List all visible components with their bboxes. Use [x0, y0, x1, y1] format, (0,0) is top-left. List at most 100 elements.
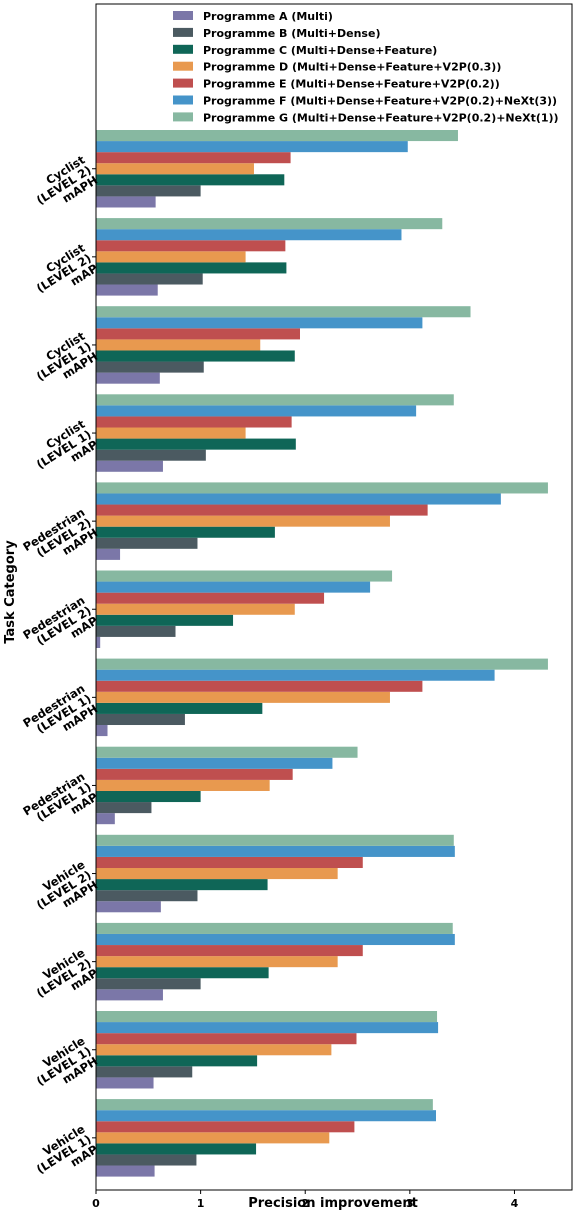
legend: Programme A (Multi) Programme B (Multi+De…: [173, 10, 559, 124]
bar: [96, 757, 333, 769]
bar: [96, 504, 428, 516]
y-tick-label: Pedestrian(LEVEL 2)mAP: [20, 593, 100, 662]
bar: [96, 901, 161, 913]
bar: [96, 890, 198, 902]
bar: [96, 174, 285, 186]
bar: [96, 1165, 155, 1177]
bar: [96, 967, 269, 979]
x-tick-label: 1: [197, 1197, 205, 1210]
y-tick-label: Cyclist(LEVEL 2)mAP: [28, 240, 101, 305]
x-tick-label: 3: [406, 1197, 414, 1210]
bar: [96, 229, 402, 241]
bar: [96, 725, 108, 737]
svg-text:Cyclist(LEVEL 2)mAP: Cyclist(LEVEL 2)mAP: [28, 240, 101, 305]
bar: [96, 581, 371, 593]
y-tick-label: Vehicle(LEVEL 1)mAP: [28, 1122, 101, 1187]
bar: [96, 218, 443, 230]
bar: [96, 978, 201, 990]
bar: [96, 625, 176, 637]
bar: [96, 779, 270, 791]
svg-text:Cyclist(LEVEL 2)mAPH: Cyclist(LEVEL 2)mAPH: [28, 152, 101, 217]
y-tick-label: Pedestrian(LEVEL 1)mAP: [20, 769, 100, 838]
y-tick-label: Pedestrian(LEVEL 2)mAPH: [20, 505, 100, 574]
legend-label: Programme A (Multi): [203, 10, 333, 23]
legend-swatch: [173, 78, 193, 88]
bar: [96, 1044, 332, 1056]
bar: [96, 570, 393, 582]
svg-text:Vehicle(LEVEL 1)mAP: Vehicle(LEVEL 1)mAP: [28, 1122, 101, 1187]
svg-text:Pedestrian(LEVEL 1)mAP: Pedestrian(LEVEL 1)mAP: [20, 769, 100, 838]
legend-swatch: [173, 61, 193, 71]
bar: [96, 1110, 436, 1122]
bar: [96, 614, 234, 626]
bar: [96, 361, 204, 373]
y-tick-label: Vehicle(LEVEL 2)mAP: [34, 945, 100, 1000]
bar: [96, 1055, 258, 1067]
bar: [96, 1121, 355, 1133]
bar: [96, 933, 455, 946]
bar: [96, 482, 548, 494]
y-tick-label: Vehicle(LEVEL 1)mAPH: [28, 1034, 101, 1099]
bar: [96, 813, 115, 825]
bar: [96, 922, 453, 934]
x-tick-label: 2: [301, 1197, 309, 1210]
bar: [96, 394, 454, 406]
bar: [96, 945, 363, 957]
svg-text:Vehicle(LEVEL 1)mAPH: Vehicle(LEVEL 1)mAPH: [28, 1034, 101, 1099]
bar: [96, 1077, 154, 1089]
bar: [96, 1132, 330, 1144]
bar: [96, 163, 254, 175]
bar: [96, 339, 261, 351]
legend-label: Programme D (Multi+Dense+Feature+V2P(0.3…: [203, 61, 501, 74]
bars-layer: [96, 130, 548, 1177]
svg-text:Cyclist(LEVEL 1)mAP: Cyclist(LEVEL 1)mAP: [28, 417, 101, 482]
bar: [96, 460, 163, 472]
bar: [96, 989, 163, 1001]
bar: [96, 636, 101, 648]
svg-text:Pedestrian(LEVEL 2)mAP: Pedestrian(LEVEL 2)mAP: [20, 593, 100, 662]
x-axis-title: Precision improvement: [248, 1196, 418, 1211]
bar: [96, 768, 293, 780]
y-tick-label: Pedestrian(LEVEL 1)mAPH: [20, 681, 100, 750]
bar: [96, 691, 390, 703]
bar: [96, 372, 160, 384]
svg-text:Pedestrian(LEVEL 1)mAPH: Pedestrian(LEVEL 1)mAPH: [20, 681, 100, 750]
bar: [96, 879, 268, 891]
bar: [96, 152, 291, 164]
svg-text:Pedestrian(LEVEL 2)mAPH: Pedestrian(LEVEL 2)mAPH: [20, 505, 100, 574]
legend-swatch: [173, 27, 193, 37]
bar: [96, 956, 338, 968]
svg-text:Cyclist(LEVEL 1)mAPH: Cyclist(LEVEL 1)mAPH: [28, 329, 101, 394]
y-tick-label: Cyclist(LEVEL 1)mAPH: [28, 329, 101, 394]
legend-swatch: [173, 11, 193, 20]
x-tick-label: 0: [92, 1197, 100, 1210]
bar: [96, 1033, 357, 1045]
bar: [96, 548, 121, 560]
bar: [96, 790, 201, 803]
bar: [96, 240, 286, 252]
y-tick-label: Vehicle(LEVEL 2)mAPH: [34, 857, 100, 912]
bar: [96, 1022, 439, 1034]
bar: [96, 328, 300, 340]
bar: [96, 416, 292, 428]
legend-swatch: [173, 95, 193, 105]
x-tick-label: 4: [511, 1197, 519, 1210]
bar: [96, 537, 198, 549]
legend-swatch: [173, 112, 193, 122]
bar: [96, 251, 246, 263]
bar: [96, 856, 363, 869]
plot-frame: [95, 3, 573, 1191]
legend-label: Programme B (Multi+Dense): [203, 27, 380, 40]
bar: [96, 592, 325, 604]
bar: [96, 1011, 438, 1023]
bar: [96, 746, 358, 758]
legend-label: Programme G (Multi+Dense+Feature+V2P(0.2…: [203, 111, 559, 124]
bar: [96, 834, 454, 846]
bar: [96, 405, 417, 417]
bar: [96, 262, 287, 274]
bar: [96, 130, 458, 142]
bar: [96, 427, 246, 439]
bar: [96, 493, 501, 505]
